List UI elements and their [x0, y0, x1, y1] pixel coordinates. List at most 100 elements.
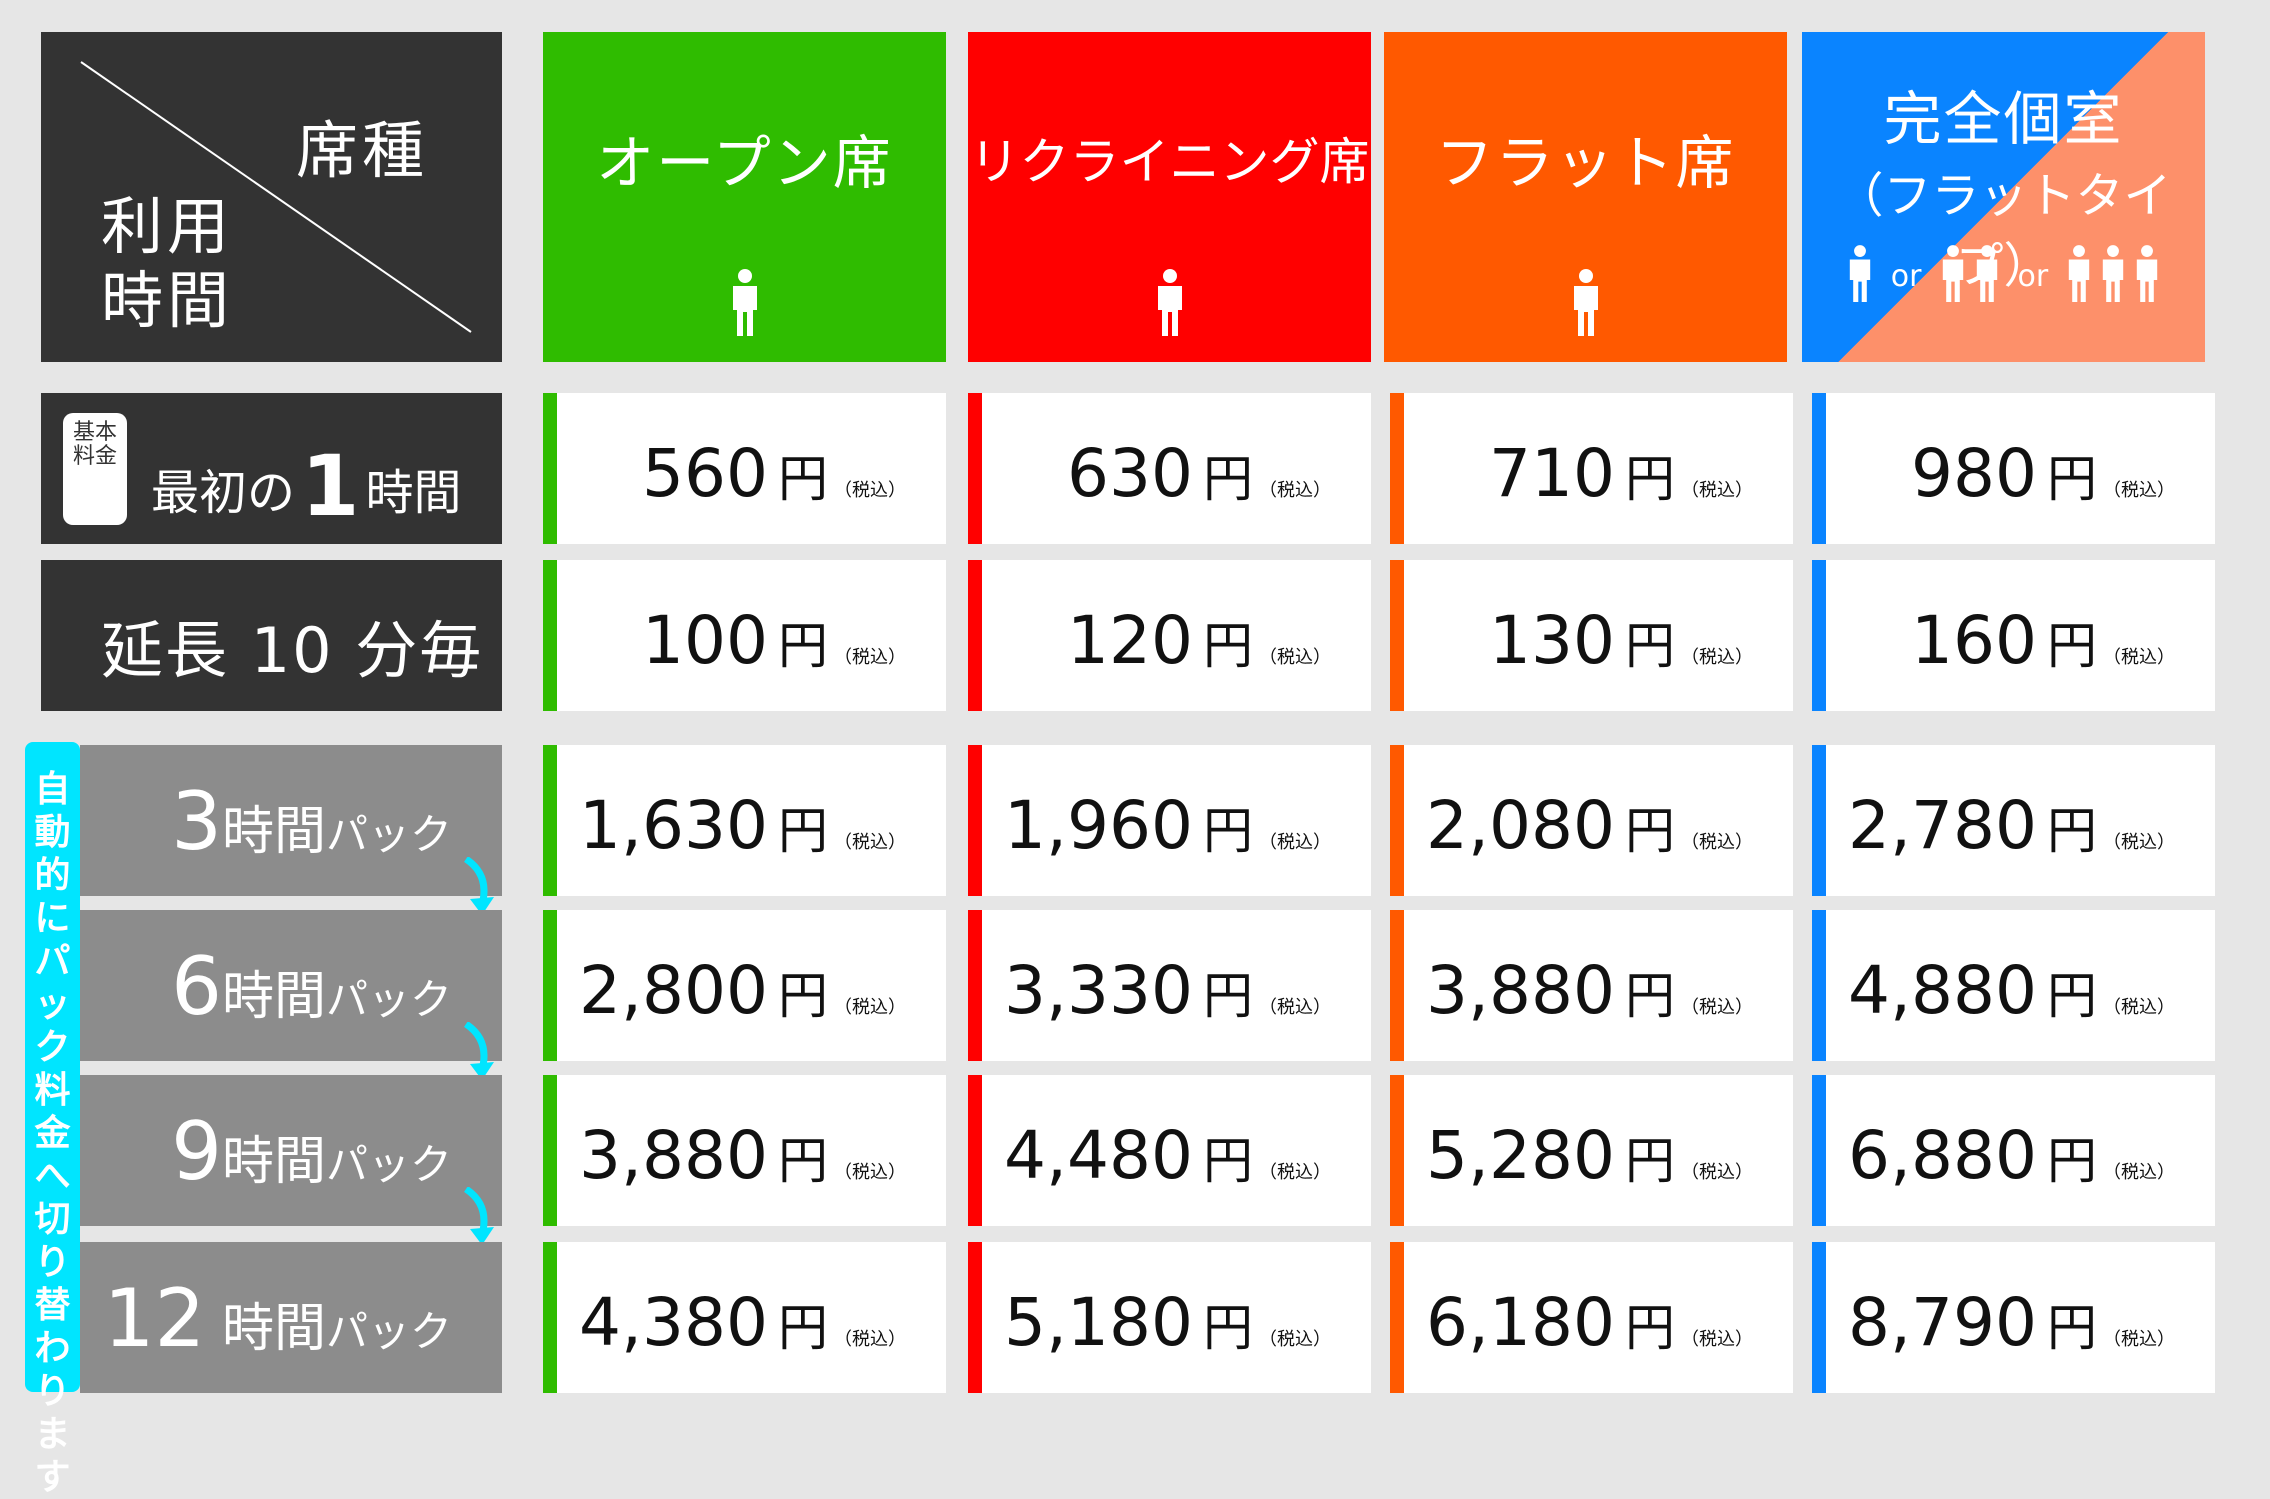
occupancy-icons: or or	[1802, 244, 2205, 304]
price-text: 1,960 円 （税込）	[1004, 787, 1331, 864]
price-value: 8,790	[1848, 1284, 2037, 1361]
price-cell-extension-reclining: 120 円 （税込）	[968, 560, 1371, 711]
price-cell-p6-flat: 3,880 円 （税込）	[1390, 910, 1793, 1061]
tax-included-note: （税込）	[1259, 1329, 1331, 1350]
price-text: 4,380 円 （税込）	[579, 1284, 906, 1361]
tax-included-note: （税込）	[2103, 832, 2175, 853]
yen-unit: 円	[1203, 617, 1253, 675]
seat-type-label: 席種	[296, 114, 429, 187]
row-label-12h-pack: 12 時間パック	[80, 1242, 502, 1393]
tax-included-note: （税込）	[1259, 480, 1331, 501]
yen-unit: 円	[1625, 1132, 1675, 1190]
tax-included-note: （税込）	[1259, 832, 1331, 853]
price-value: 3,880	[1426, 952, 1615, 1029]
pack-12h-text: 12 時間パック	[104, 1272, 452, 1365]
price-text: 560 円 （税込）	[642, 435, 906, 512]
color-stripe	[968, 910, 982, 1061]
header-private-room: 完全個室 （フラットタイプ） or or	[1802, 32, 2205, 362]
pack-unit: 時間	[221, 802, 326, 862]
price-value: 100	[642, 602, 768, 679]
color-stripe	[1812, 1075, 1826, 1226]
color-stripe	[968, 745, 982, 896]
color-stripe	[543, 1075, 557, 1226]
price-cell-p3-open: 1,630 円 （税込）	[543, 745, 946, 896]
tax-included-note: （税込）	[1681, 1162, 1753, 1183]
price-cell-p9-reclining: 4,480 円 （税込）	[968, 1075, 1371, 1226]
price-text: 130 円 （税込）	[1489, 602, 1753, 679]
price-value: 3,880	[579, 1117, 768, 1194]
color-stripe	[1812, 745, 1826, 896]
yen-unit: 円	[1203, 1299, 1253, 1357]
pack-word: パック	[325, 1307, 452, 1356]
color-stripe	[543, 560, 557, 711]
tax-included-note: （税込）	[1681, 832, 1753, 853]
person-icon	[1573, 269, 1598, 336]
basic-fee-badge: 基本料金	[63, 413, 127, 525]
price-cell-p9-open: 3,880 円 （税込）	[543, 1075, 946, 1226]
price-value: 5,180	[1004, 1284, 1193, 1361]
price-value: 120	[1067, 602, 1193, 679]
tax-included-note: （税込）	[2103, 997, 2175, 1018]
private-room-name: 完全個室	[1883, 85, 2124, 153]
tax-included-note: （税込）	[1681, 480, 1753, 501]
private-room-subtitle: （フラットタイプ）	[1835, 168, 2172, 294]
tax-included-note: （税込）	[1681, 997, 1753, 1018]
pack-hours: 6	[171, 940, 222, 1033]
tax-included-note: （税込）	[834, 1329, 906, 1350]
price-text: 4,480 円 （税込）	[1004, 1117, 1331, 1194]
yen-unit: 円	[1625, 450, 1675, 508]
header-open-seat: オープン席	[543, 32, 946, 362]
price-text: 6,180 円 （税込）	[1426, 1284, 1753, 1361]
color-stripe	[543, 393, 557, 544]
yen-unit: 円	[778, 617, 828, 675]
arrow-down-icon	[463, 1022, 494, 1080]
person-icon	[732, 269, 757, 336]
yen-unit: 円	[2047, 1299, 2097, 1357]
person-icon	[1157, 269, 1182, 336]
price-cell-p9-private: 6,880 円 （税込）	[1812, 1075, 2215, 1226]
tax-included-note: （税込）	[834, 1162, 906, 1183]
price-cell-extension-open: 100 円 （税込）	[543, 560, 946, 711]
yen-unit: 円	[1203, 967, 1253, 1025]
yen-unit: 円	[2047, 450, 2097, 508]
price-cell-p12-reclining: 5,180 円 （税込）	[968, 1242, 1371, 1393]
price-text: 100 円 （税込）	[642, 602, 906, 679]
price-value: 2,080	[1426, 787, 1615, 864]
row-label-6h-pack: 6時間パック	[80, 910, 502, 1080]
color-stripe	[968, 560, 982, 711]
price-value: 710	[1489, 435, 1615, 512]
price-value: 1,630	[579, 787, 768, 864]
price-value: 4,880	[1848, 952, 2037, 1029]
price-text: 980 円 （税込）	[1911, 435, 2175, 512]
extension-text: 延長 10 分毎	[101, 614, 484, 687]
first-hour-number: 1	[301, 437, 360, 535]
yen-unit: 円	[1625, 617, 1675, 675]
color-stripe	[968, 1242, 982, 1393]
price-text: 5,180 円 （税込）	[1004, 1284, 1331, 1361]
price-cell-extension-flat: 130 円 （税込）	[1390, 560, 1793, 711]
yen-unit: 円	[778, 802, 828, 860]
arrow-down-icon	[463, 1187, 494, 1245]
yen-unit: 円	[778, 1132, 828, 1190]
price-cell-first-open: 560 円 （税込）	[543, 393, 946, 544]
price-text: 5,280 円 （税込）	[1426, 1117, 1753, 1194]
arrow-down-icon	[463, 857, 494, 915]
row-label-extension: 延長 10 分毎	[41, 560, 502, 711]
price-text: 1,630 円 （税込）	[579, 787, 906, 864]
row-label-first-hour: 基本料金 最初の1 時間	[41, 393, 502, 544]
yen-unit: 円	[1625, 1299, 1675, 1357]
price-value: 2,780	[1848, 787, 2037, 864]
pack-word: パック	[325, 975, 452, 1024]
flat-seat-name: フラット席	[1435, 129, 1736, 197]
yen-unit: 円	[2047, 1132, 2097, 1190]
table-corner-header: 席種 利用時間	[41, 32, 502, 362]
price-text: 2,080 円 （税込）	[1426, 787, 1753, 864]
row-label-9h-pack: 9時間パック	[80, 1075, 502, 1245]
yen-unit: 円	[1203, 1132, 1253, 1190]
price-cell-p12-private: 8,790 円 （税込）	[1812, 1242, 2215, 1393]
price-value: 130	[1489, 602, 1615, 679]
pack-6h-text: 6時間パック	[171, 940, 452, 1033]
pack-word: パック	[325, 810, 452, 859]
yen-unit: 円	[2047, 967, 2097, 1025]
price-text: 160 円 （税込）	[1911, 602, 2175, 679]
